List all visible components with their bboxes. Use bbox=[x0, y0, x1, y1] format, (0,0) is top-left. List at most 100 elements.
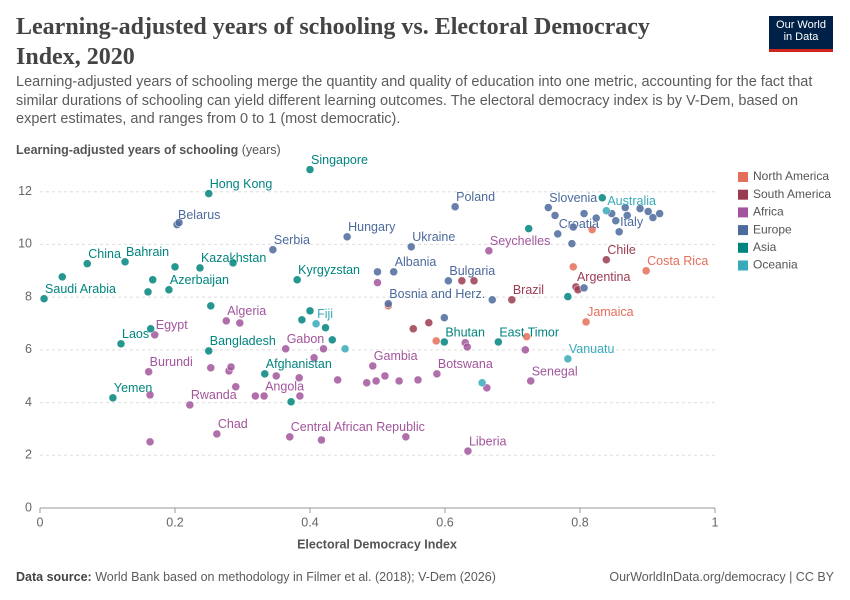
point bbox=[569, 262, 578, 272]
point-label: Bangladesh bbox=[210, 334, 276, 348]
point bbox=[488, 295, 497, 305]
legend-label: Europe bbox=[753, 222, 792, 236]
point-label: East Timor bbox=[499, 325, 559, 339]
point bbox=[579, 209, 589, 218]
point-label: Seychelles bbox=[490, 234, 550, 248]
point bbox=[319, 344, 328, 354]
point bbox=[620, 203, 630, 212]
point-label: Albania bbox=[395, 255, 437, 269]
point bbox=[368, 361, 378, 371]
point bbox=[463, 446, 473, 456]
y-tick-label: 10 bbox=[18, 237, 32, 251]
point-label: Bosnia and Herz. bbox=[389, 287, 485, 301]
point bbox=[116, 339, 126, 349]
point bbox=[206, 301, 216, 311]
point bbox=[272, 371, 281, 381]
point bbox=[477, 378, 487, 388]
point-label: Argentina bbox=[577, 270, 631, 284]
point bbox=[507, 295, 517, 305]
point bbox=[655, 209, 664, 218]
point bbox=[145, 437, 155, 447]
point-label: Gabon bbox=[287, 332, 325, 346]
point bbox=[292, 275, 302, 285]
point bbox=[553, 229, 562, 239]
legend-label: South America bbox=[753, 187, 831, 201]
point-label: Fiji bbox=[317, 307, 333, 321]
url-note[interactable]: OurWorldInData.org/democracy | CC BY bbox=[609, 570, 834, 584]
point bbox=[373, 278, 382, 287]
legend-swatch bbox=[738, 172, 748, 182]
point bbox=[598, 193, 607, 203]
point-label: Chile bbox=[607, 243, 636, 257]
point bbox=[579, 283, 589, 293]
point bbox=[409, 324, 418, 334]
point bbox=[444, 276, 453, 286]
point bbox=[581, 317, 591, 327]
x-axis-label: Electoral Democracy Index bbox=[297, 537, 457, 551]
point-label: Burundi bbox=[150, 355, 193, 369]
point bbox=[440, 337, 449, 347]
point bbox=[611, 216, 621, 225]
point-label: Kyrgyzstan bbox=[298, 263, 360, 277]
point bbox=[58, 272, 67, 282]
point bbox=[469, 276, 479, 286]
point bbox=[522, 332, 531, 341]
point bbox=[297, 315, 307, 325]
point bbox=[432, 369, 442, 379]
point-label: Rwanda bbox=[191, 388, 237, 402]
point-label: Ukraine bbox=[412, 230, 455, 244]
point-label: Hungary bbox=[348, 220, 396, 234]
point bbox=[260, 369, 270, 379]
point bbox=[259, 391, 269, 401]
point bbox=[286, 397, 296, 407]
point bbox=[602, 255, 611, 264]
point-label: Hong Kong bbox=[210, 177, 273, 191]
point bbox=[328, 335, 337, 345]
logo-line: Our World bbox=[776, 19, 826, 31]
point bbox=[643, 207, 653, 216]
point bbox=[563, 354, 573, 364]
point-label: Senegal bbox=[532, 364, 578, 378]
legend-label: Asia bbox=[753, 240, 777, 254]
point-label: Poland bbox=[456, 190, 495, 204]
y-axis-title: Learning-adjusted years of schooling bbox=[16, 143, 238, 157]
point bbox=[305, 306, 315, 316]
point bbox=[108, 393, 118, 403]
point bbox=[333, 375, 342, 385]
y-tick-label: 6 bbox=[25, 342, 32, 356]
point-label: Saudi Arabia bbox=[45, 282, 116, 296]
point bbox=[235, 318, 245, 328]
point bbox=[309, 353, 319, 363]
point-label: Brazil bbox=[513, 283, 544, 297]
legend-label: Oceania bbox=[753, 258, 798, 272]
point bbox=[450, 202, 460, 211]
point-label: Algeria bbox=[227, 304, 266, 318]
logo-line: in Data bbox=[783, 31, 819, 43]
x-tick-label: 1 bbox=[712, 515, 719, 529]
logo[interactable]: Our World in Data bbox=[769, 16, 833, 52]
point bbox=[591, 213, 601, 223]
point bbox=[305, 165, 315, 174]
x-tick-label: 0.8 bbox=[571, 515, 588, 529]
point bbox=[164, 285, 174, 295]
point bbox=[521, 345, 530, 355]
y-tick-label: 0 bbox=[25, 500, 32, 514]
y-axis-label: Learning-adjusted years of schooling (ye… bbox=[16, 143, 281, 157]
y-tick-label: 2 bbox=[25, 448, 32, 462]
point bbox=[120, 257, 130, 267]
point bbox=[362, 378, 371, 388]
legend-swatch bbox=[738, 225, 748, 236]
point-label: Chad bbox=[218, 417, 248, 431]
point bbox=[401, 432, 411, 442]
point-label: Laos bbox=[122, 327, 149, 341]
point-label: Bhutan bbox=[445, 325, 485, 339]
point-label: Azerbaijan bbox=[170, 273, 229, 287]
point-label: Yemen bbox=[114, 381, 153, 395]
point bbox=[384, 299, 393, 308]
point bbox=[544, 203, 553, 212]
point-label: Afghanistan bbox=[266, 357, 332, 371]
point bbox=[228, 258, 238, 268]
point-label: Bulgaria bbox=[449, 264, 495, 278]
point bbox=[317, 435, 326, 445]
